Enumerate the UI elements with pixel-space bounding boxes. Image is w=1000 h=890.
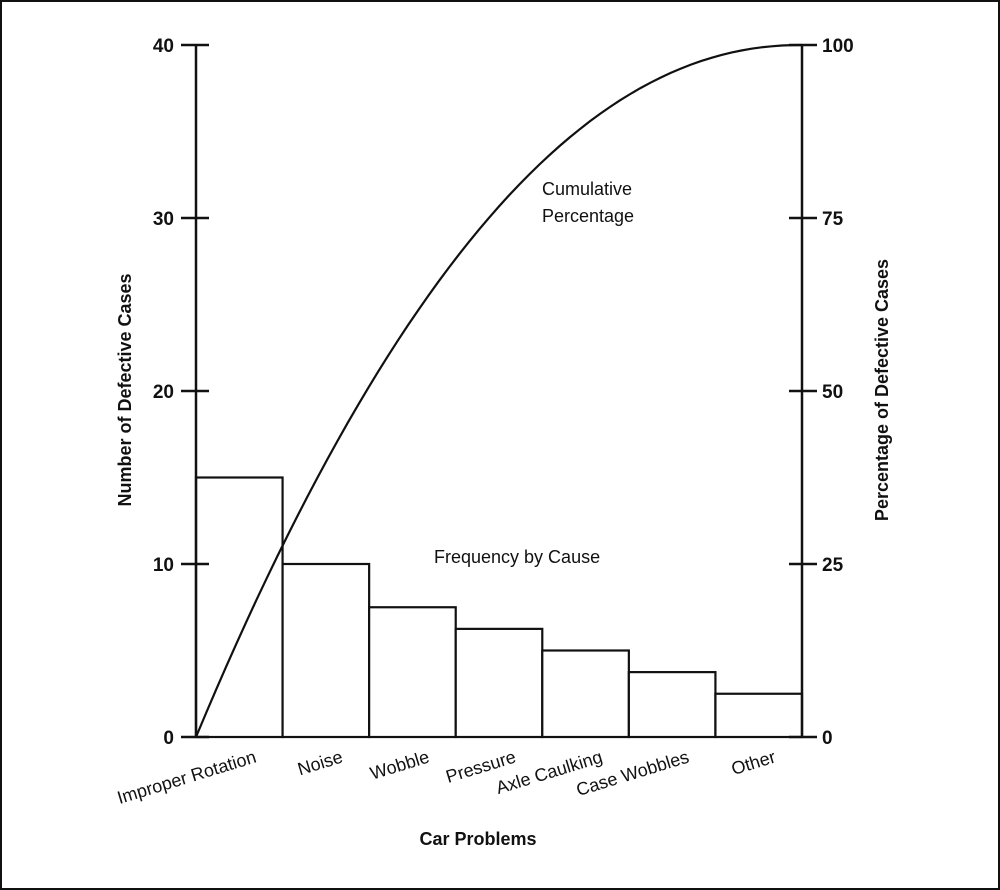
cumulative-label-line2: Percentage [542,206,634,226]
bar-3 [454,627,544,739]
left-tick-label-4: 40 [153,36,174,57]
right-tick-label-2: 50 [822,382,843,403]
y-axis-title: Number of Defective Cases [115,273,135,506]
left-axis-ticks: 0 10 20 30 40 [153,36,209,749]
bar-0 [194,476,284,739]
x-axis-title: Car Problems [419,829,536,849]
right-tick-label-1: 25 [822,555,844,576]
left-tick-label-3: 30 [153,209,174,230]
bar-5 [627,671,717,739]
bar-1 [281,562,371,739]
category-label-6: Other [729,747,778,779]
bar-4 [541,649,630,739]
right-tick-label-3: 75 [822,209,844,230]
category-labels: Improper Rotation Noise Wobble PressureAxle… [115,747,778,808]
right-tick-label-4: 100 [822,36,854,57]
cumulative-label-line1: Cumulative [542,179,632,199]
left-tick-label-1: 10 [153,555,174,576]
bars-group [194,476,804,739]
category-label-1: Noise [295,747,345,780]
frequency-label: Frequency by Cause [434,547,600,567]
category-label-2: Wobble [368,747,432,784]
right-axis-ticks: 0 25 50 75 100 [789,36,854,749]
bar-6 [714,692,804,739]
left-tick-label-2: 20 [153,382,174,403]
cumulative-percentage-line [194,43,803,738]
y2-axis-title: Percentage of Defective Cases [872,259,892,521]
bar-2 [368,606,457,739]
left-tick-label-0: 0 [163,728,174,749]
right-tick-label-0: 0 [822,728,833,749]
category-label-0: Improper Rotation [115,747,259,808]
